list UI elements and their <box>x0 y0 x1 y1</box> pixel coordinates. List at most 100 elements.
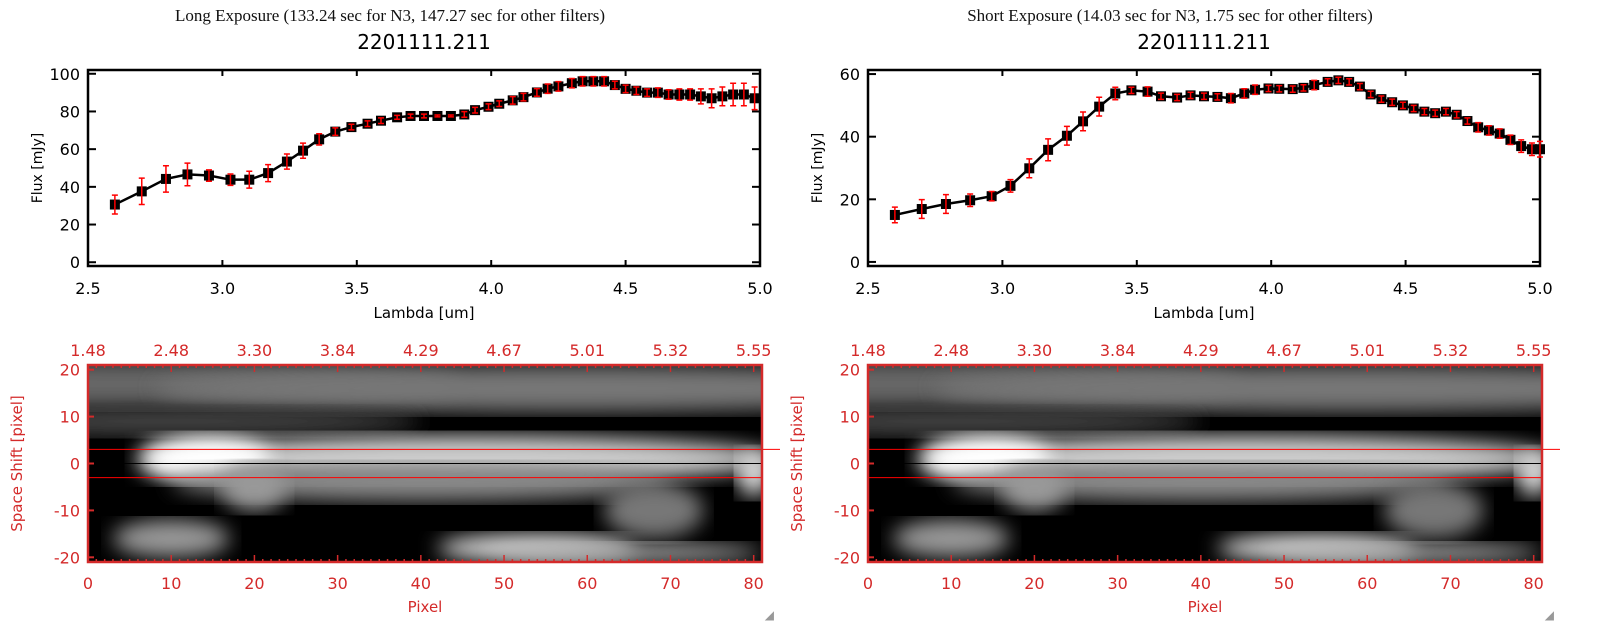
error-bar <box>1096 96 1103 117</box>
error-bar <box>111 194 118 215</box>
error-bar <box>1063 125 1070 146</box>
y-tick-label: 40 <box>840 128 860 147</box>
x-tick-label: 80 <box>743 574 763 593</box>
error-bar <box>407 113 414 119</box>
error-bar <box>751 86 758 111</box>
error-bar <box>205 169 212 182</box>
x-tick-label: 80 <box>1523 574 1543 593</box>
x-tick-label: 5.0 <box>1527 279 1552 298</box>
y-axis-label: Space Shift [pixel] <box>8 395 26 532</box>
error-bar <box>421 113 427 119</box>
error-bar <box>434 114 441 118</box>
error-bar <box>697 88 704 105</box>
long-exposure-panel: Long Exposure (133.24 sec for N3, 147.27… <box>0 0 780 630</box>
x-tick-label: 3.5 <box>1124 279 1149 298</box>
y-tick-label: -20 <box>54 548 80 567</box>
image-blob <box>892 519 1010 558</box>
resize-grip-icon[interactable]: ◢ <box>1544 608 1554 622</box>
error-bar <box>967 193 974 208</box>
top-wavelength-label: 5.55 <box>1516 341 1552 360</box>
y-tick-label: 20 <box>840 190 860 209</box>
error-bar <box>740 82 747 107</box>
image-blob <box>934 365 1542 412</box>
y-tick-label: 60 <box>60 140 80 159</box>
error-bar <box>1442 107 1449 116</box>
top-wavelength-label: 4.29 <box>1183 341 1219 360</box>
error-bar <box>1007 178 1014 193</box>
x-axis-label: Lambda [um] <box>374 304 475 322</box>
error-bar <box>633 86 640 96</box>
error-bar <box>184 162 191 187</box>
error-bar <box>644 88 651 98</box>
error-bar <box>485 103 492 111</box>
top-wavelength-label: 5.55 <box>736 341 772 360</box>
image-blob <box>495 543 762 562</box>
y-tick-label: 40 <box>60 178 80 197</box>
x-tick-label: 2.5 <box>75 279 100 298</box>
error-bar <box>988 190 995 202</box>
error-bar <box>1518 139 1525 154</box>
y-axis-label: Space Shift [pixel] <box>788 395 806 532</box>
y-tick-label: 100 <box>49 65 80 84</box>
x-tick-label: 40 <box>1191 574 1211 593</box>
plot-frame <box>866 68 1542 268</box>
error-bar <box>1201 92 1207 101</box>
top-wavelength-label: 4.67 <box>1266 341 1302 360</box>
x-tick-label: 3.5 <box>344 279 369 298</box>
plot-frame <box>86 68 762 268</box>
x-axis-label: Pixel <box>1188 598 1223 616</box>
series-line <box>114 80 756 206</box>
error-bar <box>918 198 925 220</box>
error-bar <box>447 114 454 118</box>
y-tick-label: 20 <box>60 361 80 380</box>
resize-grip-icon[interactable]: ◢ <box>764 608 774 622</box>
error-bar <box>1144 86 1151 98</box>
y-tick-label: -10 <box>54 501 80 520</box>
top-wavelength-label: 1.48 <box>70 341 106 360</box>
error-bar <box>316 132 323 146</box>
error-bar <box>1300 83 1307 92</box>
error-bar <box>283 153 290 170</box>
object-id: 2201111.211 <box>357 30 491 54</box>
error-bar <box>377 117 384 125</box>
error-bar <box>1356 82 1363 91</box>
top-wavelength-label: 2.48 <box>153 341 189 360</box>
x-tick-label: 4.0 <box>1258 279 1283 298</box>
object-id: 2201111.211 <box>1137 30 1271 54</box>
top-wavelength-label: 1.48 <box>850 341 886 360</box>
y-tick-label: 20 <box>840 361 860 380</box>
error-bar <box>1080 111 1087 132</box>
x-tick-label: 20 <box>244 574 264 593</box>
spectral-image <box>868 365 1542 562</box>
x-tick-label: 10 <box>161 574 181 593</box>
image-blob <box>603 482 704 539</box>
x-axis-label: Lambda [um] <box>1154 304 1255 322</box>
image-blob <box>171 463 671 502</box>
x-tick-label: 70 <box>660 574 680 593</box>
image-blob <box>1275 543 1542 562</box>
image-blob <box>868 407 1201 436</box>
spectrum-and-image-plot: 2.5 3.0 3.5 4.0 4.5 5.0 0 20 40 60 Lambda [um] Flux… <box>788 65 1560 616</box>
error-bar <box>1174 93 1181 102</box>
error-bar <box>1311 79 1318 91</box>
x-axis-label: Pixel <box>408 598 443 616</box>
error-bar <box>520 92 527 102</box>
error-bar <box>162 164 169 193</box>
error-bar <box>348 123 355 131</box>
error-bar <box>1453 110 1460 119</box>
y-tick-label: 20 <box>60 216 80 235</box>
error-bar <box>1265 84 1272 93</box>
error-bar <box>138 177 145 206</box>
image-blob <box>737 449 762 497</box>
x-tick-label: 3.0 <box>990 279 1015 298</box>
y-tick-label: 10 <box>840 408 860 427</box>
error-bar <box>730 82 737 107</box>
error-bar <box>1378 95 1385 103</box>
error-bar <box>1421 107 1428 116</box>
error-bar <box>611 80 618 90</box>
error-bar <box>665 89 672 100</box>
x-tick-label: 5.0 <box>747 279 772 298</box>
error-bar <box>1389 98 1396 107</box>
error-bar <box>1276 84 1283 93</box>
